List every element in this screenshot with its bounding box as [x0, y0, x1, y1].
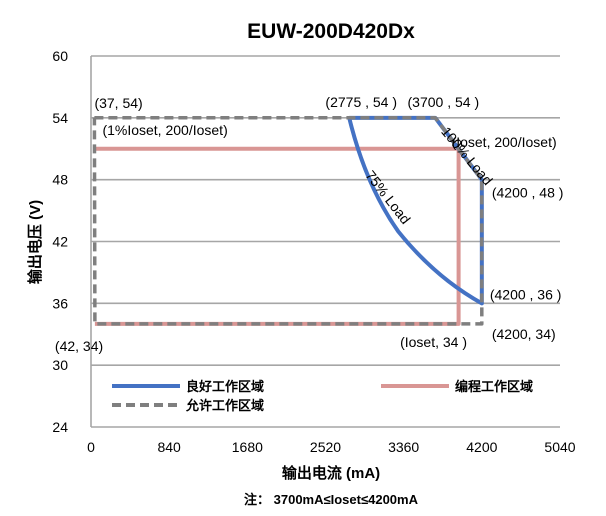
y-tick-label-60: 60 [52, 48, 68, 64]
series-line-program-area [94, 146, 461, 326]
annotation-label-2: (3700 , 54 ) [408, 94, 480, 110]
y-tick-label-42: 42 [52, 234, 68, 250]
y-tick-label-54: 54 [52, 110, 68, 126]
x-axis-label: 输出电流 (mA) [282, 464, 380, 482]
y-tick-label-30: 30 [52, 357, 68, 373]
y-tick-label-48: 48 [52, 172, 68, 188]
x-tick-label-4200: 4200 [466, 439, 497, 455]
annotation-label-1: (2775 , 54 ) [325, 94, 397, 110]
y-axis-label: 输出电压 (V) [26, 200, 44, 284]
annotations: (37, 54) (2775 , 54 ) (3700 , 54 ) (1%Ioset… [55, 94, 564, 354]
legend-label-0: 良好工作区域 [186, 379, 264, 394]
series-layer [92, 115, 484, 326]
series-line-good-area [347, 115, 484, 306]
annotation-label-8: (4200 , 36 ) [490, 286, 562, 302]
series-line-allowed-area [92, 116, 484, 326]
y-tick-label-36: 36 [52, 295, 68, 311]
x-tick-label-5040: 5040 [544, 439, 575, 455]
x-tick-label-3360: 3360 [388, 439, 419, 455]
x-tick-label-840: 840 [157, 439, 181, 455]
annotation-label-10: (Ioset, 34 ) [400, 334, 467, 350]
chart-title: EUW-200D420Dx [247, 20, 415, 43]
tick-labels: 24 30 36 42 48 54 60 0 840 1680 2520 3360 4200 5040 [52, 48, 575, 455]
annotation-label-4: (Ioset, 200/Ioset) [452, 134, 557, 150]
annotation-label-9: (4200, 34) [492, 326, 556, 342]
annotation-label-0: (37, 54) [94, 95, 142, 111]
y-tick-label-24: 24 [52, 419, 68, 435]
x-tick-label-0: 0 [87, 439, 95, 455]
axes [90, 56, 560, 428]
legend-label-1: 编程工作区域 [455, 379, 533, 394]
legend-label-2: 允许工作区域 [185, 398, 264, 413]
chart-note: 注： 3700mA≤Ioset≤4200mA [244, 492, 419, 507]
x-tick-label-1680: 1680 [232, 439, 263, 455]
annotation-label-11: (42, 34) [55, 338, 103, 354]
x-tick-label-2520: 2520 [310, 439, 341, 455]
annotation-label-3: (1%Ioset, 200/Ioset) [102, 122, 227, 138]
annotation-label-7: (4200 , 48 ) [492, 185, 564, 201]
